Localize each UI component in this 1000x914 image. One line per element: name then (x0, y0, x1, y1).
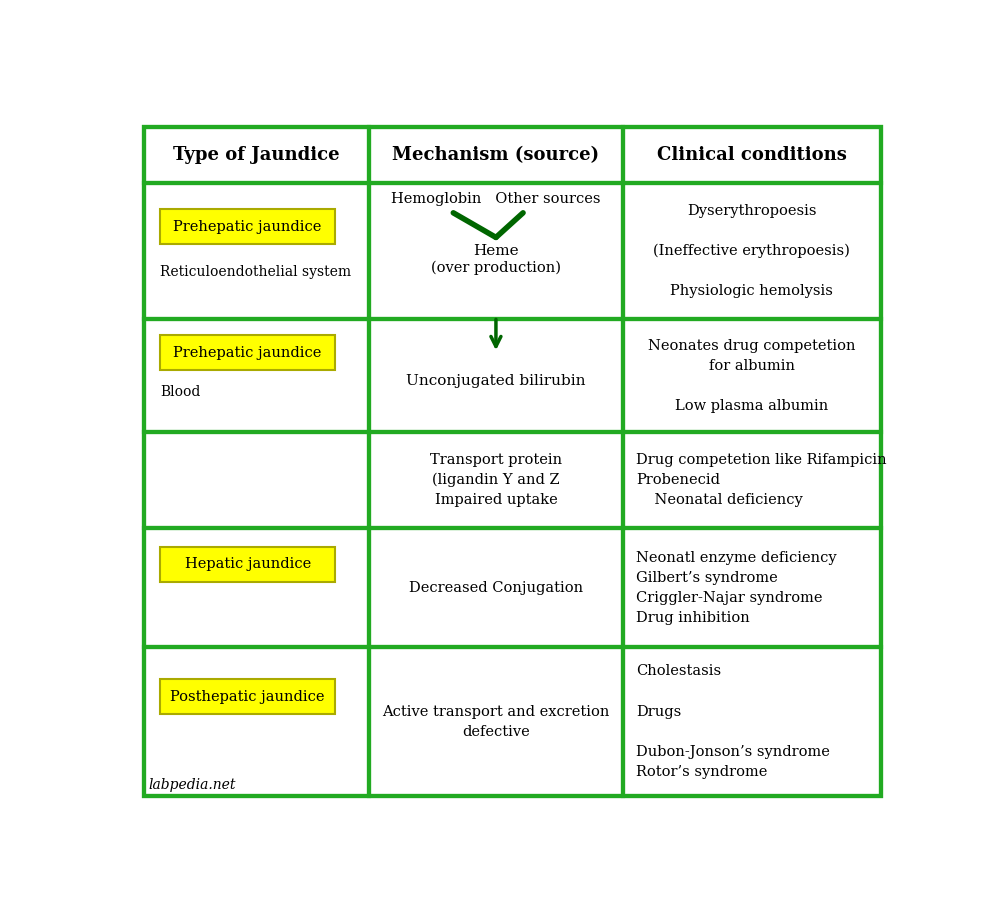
Text: Drug competetion like Rifampicin: Drug competetion like Rifampicin (636, 453, 886, 467)
Text: labpedia.net: labpedia.net (148, 779, 236, 792)
Text: Probenecid: Probenecid (636, 473, 720, 487)
Text: (ligandin Y and Z: (ligandin Y and Z (432, 473, 560, 487)
Text: Hemoglobin   Other sources: Hemoglobin Other sources (391, 192, 601, 207)
Text: Unconjugated bilirubin: Unconjugated bilirubin (406, 374, 586, 388)
Bar (369, 319, 623, 431)
Text: Heme: Heme (473, 244, 519, 258)
Text: Drugs: Drugs (636, 705, 681, 718)
Text: Neonates drug competetion: Neonates drug competetion (648, 338, 856, 353)
Text: Dyserythropoesis: Dyserythropoesis (687, 204, 817, 218)
Text: (over production): (over production) (431, 260, 561, 274)
Text: Gilbert’s syndrome: Gilbert’s syndrome (636, 570, 778, 585)
Bar (369, 127, 623, 183)
Text: Prehepatic jaundice: Prehepatic jaundice (173, 220, 322, 234)
Bar (623, 647, 881, 796)
Text: Cholestasis: Cholestasis (636, 664, 721, 678)
Bar (369, 183, 623, 319)
Bar (160, 547, 335, 582)
Text: Neonatal deficiency: Neonatal deficiency (636, 494, 803, 507)
Bar (623, 183, 881, 319)
Bar (160, 679, 335, 714)
Text: defective: defective (462, 725, 530, 739)
Bar (144, 431, 369, 528)
Text: Prehepatic jaundice: Prehepatic jaundice (173, 345, 322, 359)
Bar (160, 209, 335, 244)
Bar (144, 183, 369, 319)
Text: Reticuloendothelial system: Reticuloendothelial system (160, 264, 351, 279)
Bar (623, 528, 881, 647)
Bar (623, 431, 881, 528)
Text: (Ineffective erythropoesis): (Ineffective erythropoesis) (653, 244, 850, 259)
Text: Active transport and excretion: Active transport and excretion (382, 705, 610, 718)
Text: Low plasma albumin: Low plasma albumin (675, 399, 828, 413)
Text: Hepatic jaundice: Hepatic jaundice (185, 558, 311, 571)
Bar (144, 647, 369, 796)
Text: Drug inhibition: Drug inhibition (636, 611, 750, 625)
Bar (144, 127, 369, 183)
Text: Decreased Conjugation: Decreased Conjugation (409, 580, 583, 595)
Bar (369, 431, 623, 528)
Bar (369, 647, 623, 796)
Bar (623, 319, 881, 431)
Text: Dubon-Jonson’s syndrome: Dubon-Jonson’s syndrome (636, 745, 830, 759)
Bar (144, 528, 369, 647)
Text: Mechanism (source): Mechanism (source) (392, 146, 599, 164)
Text: Blood: Blood (160, 386, 200, 399)
Text: Transport protein: Transport protein (430, 453, 562, 467)
Text: for albumin: for albumin (709, 358, 795, 373)
Text: Clinical conditions: Clinical conditions (657, 146, 847, 164)
Text: Neonatl enzyme deficiency: Neonatl enzyme deficiency (636, 550, 836, 565)
Text: Physiologic hemolysis: Physiologic hemolysis (670, 284, 833, 298)
Text: Impaired uptake: Impaired uptake (435, 494, 557, 507)
Text: Rotor’s syndrome: Rotor’s syndrome (636, 765, 767, 779)
Bar (160, 335, 335, 370)
Text: Criggler-Najar syndrome: Criggler-Najar syndrome (636, 590, 822, 605)
Text: Type of Jaundice: Type of Jaundice (173, 146, 340, 164)
Bar (144, 319, 369, 431)
Bar (369, 528, 623, 647)
Bar (623, 127, 881, 183)
Text: Posthepatic jaundice: Posthepatic jaundice (170, 690, 325, 704)
